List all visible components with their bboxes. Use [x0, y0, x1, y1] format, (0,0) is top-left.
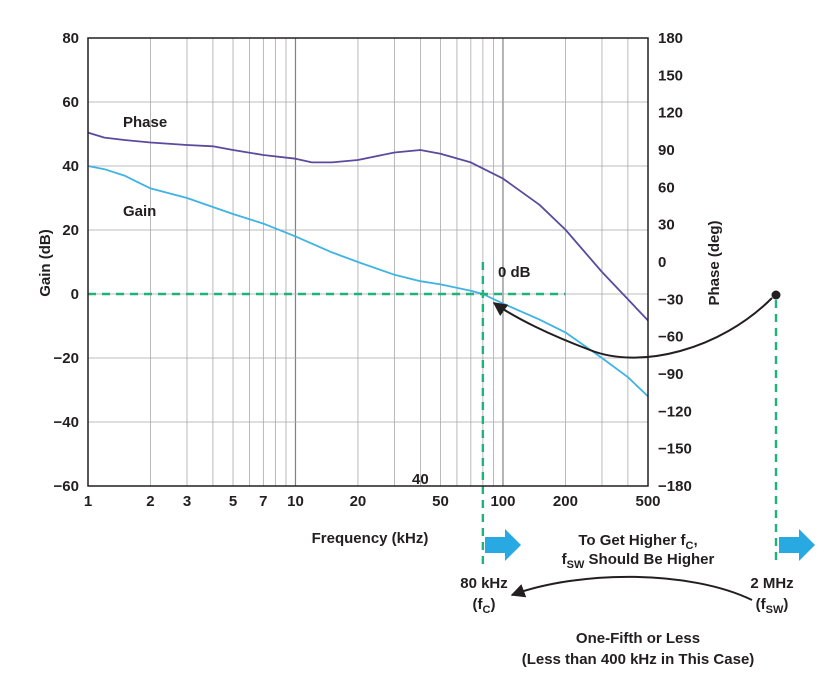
y2-tick-label: 120	[658, 105, 683, 122]
fc-value-label: 80 kHz	[460, 575, 508, 592]
y2-tick-label: 30	[658, 217, 675, 234]
x-tick-label: 200	[553, 493, 578, 510]
fsw-marker-dot	[771, 290, 781, 300]
x-tick-label: 500	[635, 493, 660, 510]
y-tick-label: −40	[54, 414, 79, 431]
bottom-curved-arrow	[510, 575, 753, 601]
annotation-arrows	[485, 290, 815, 601]
tick-labels: 1 2 3 5 7 10 20 50 100 200 50040806040200−20−40−60…	[54, 30, 692, 510]
plot-frame	[87, 37, 649, 487]
x-tick-label: 1	[84, 493, 92, 510]
y2-tick-label: −60	[658, 329, 683, 346]
x-axis-label: Frequency (kHz)	[312, 530, 429, 547]
fc-symbol-label: (fC)	[473, 596, 496, 616]
fsw-value-label: 2 MHz	[750, 575, 793, 592]
phase-series-line	[87, 131, 649, 322]
y-tick-label: 20	[62, 222, 79, 239]
x-tick-label: 5	[229, 493, 237, 510]
bottom-note-line1: One-Fifth or Less	[576, 630, 700, 647]
note-fsw-higher: fSW Should Be Higher	[562, 551, 715, 571]
y2-tick-label: 0	[658, 254, 666, 271]
series-layer	[87, 131, 649, 398]
y2-tick-label: 90	[658, 142, 675, 159]
x-tick-label: 3	[183, 493, 191, 510]
y-tick-label: 60	[62, 94, 79, 111]
x-tick-label-inner: 40	[412, 471, 429, 488]
y-tick-label: −20	[54, 350, 79, 367]
note-higher-fc: To Get Higher fC,	[578, 532, 697, 552]
phase-series-label: Phase	[123, 114, 167, 131]
y2-tick-label: 180	[658, 30, 683, 47]
bottom-note-line2: (Less than 400 kHz in This Case)	[522, 651, 755, 668]
y2-tick-label: 150	[658, 67, 683, 84]
y2-tick-label: 60	[658, 179, 675, 196]
gain-series-line	[87, 165, 649, 398]
zero-db-label: 0 dB	[498, 264, 531, 281]
y2-tick-label: −30	[658, 291, 683, 308]
y2-tick-label: −120	[658, 403, 692, 420]
fc-right-arrow	[485, 529, 521, 561]
grid-lines	[88, 37, 648, 487]
y2-axis-label: Phase (deg)	[706, 220, 723, 305]
y-axis-label: Gain (dB)	[37, 229, 54, 297]
y-tick-label: 0	[71, 286, 79, 303]
fsw-symbol-label: (fSW)	[756, 596, 789, 616]
x-tick-label: 50	[432, 493, 449, 510]
y2-tick-label: −180	[658, 478, 692, 495]
x-tick-label: 20	[350, 493, 367, 510]
y-tick-label: −60	[54, 478, 79, 495]
fsw-to-fc-arrow	[492, 297, 773, 359]
y-tick-label: 80	[62, 30, 79, 47]
x-tick-label: 2	[146, 493, 154, 510]
guide-lines	[88, 262, 778, 566]
y-tick-label: 40	[62, 158, 79, 175]
y2-tick-label: −150	[658, 441, 692, 458]
x-tick-label: 100	[490, 493, 515, 510]
x-tick-label: 7	[259, 493, 267, 510]
fsw-right-arrow	[779, 529, 815, 561]
y2-tick-label: −90	[658, 366, 683, 383]
gain-series-label: Gain	[123, 203, 156, 220]
x-tick-label: 10	[287, 493, 304, 510]
